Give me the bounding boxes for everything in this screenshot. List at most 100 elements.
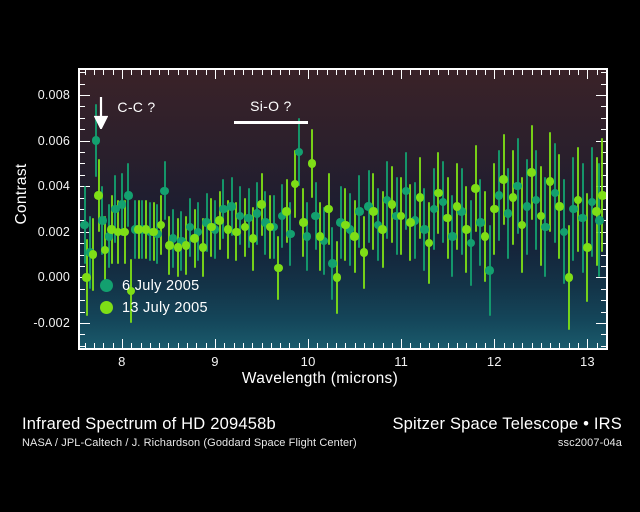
data-point (202, 218, 211, 227)
x-tick-top (447, 70, 449, 75)
x-tick-top (419, 70, 421, 75)
x-tick-top (187, 70, 189, 75)
x-tick (503, 343, 505, 348)
data-point (541, 222, 550, 232)
x-tick (559, 343, 561, 348)
data-point (104, 232, 114, 241)
y-tick-right (601, 72, 606, 74)
data-point (165, 241, 174, 250)
x-tick-top (270, 70, 272, 75)
data-point (82, 273, 91, 282)
y-tick (80, 288, 85, 290)
x-tick (587, 339, 589, 348)
cc-annotation-label: C-C ? (117, 98, 156, 115)
data-point (480, 232, 490, 241)
data-point (578, 213, 587, 223)
data-point (382, 195, 392, 205)
data-point (452, 202, 462, 211)
y-tick-right (596, 140, 606, 142)
data-point (286, 229, 295, 239)
y-tick-right (601, 265, 606, 267)
data-point (448, 232, 457, 241)
x-tick (289, 343, 291, 348)
y-tick-label: -0.002 (33, 315, 70, 330)
x-tick-top (317, 70, 319, 75)
sio-annotation-label: Si-O ? (250, 97, 292, 114)
x-tick (84, 343, 86, 348)
x-tick-top (466, 70, 468, 75)
data-point (248, 234, 258, 243)
y-tick-right (596, 186, 606, 188)
data-point (315, 232, 325, 241)
x-tick-top (159, 70, 161, 75)
y-tick-label: 0.006 (37, 133, 70, 148)
x-tick (159, 343, 161, 348)
data-point (244, 213, 253, 223)
x-tick-top (391, 70, 393, 75)
y-tick (80, 72, 85, 74)
x-tick-top (596, 70, 598, 75)
sio-span-bar (233, 120, 309, 124)
data-point (598, 191, 606, 200)
x-tick (103, 343, 105, 348)
x-tick-top (410, 70, 412, 75)
data-point (261, 218, 270, 227)
y-tick-right (601, 334, 606, 336)
data-point (207, 222, 216, 232)
legend-swatch-icon (100, 301, 113, 314)
x-tick (205, 343, 207, 348)
x-tick (270, 343, 272, 348)
legend-item: 6 July 2005 (100, 276, 208, 295)
data-point (471, 184, 480, 193)
x-tick-top (214, 70, 216, 79)
x-tick-top (559, 70, 561, 75)
y-tick-right (601, 288, 606, 290)
caption-left: Infrared Spectrum of HD 209458b NASA / J… (22, 415, 357, 449)
data-point (424, 238, 434, 248)
observatory-name: Spitzer Space Telescope • IRS (392, 415, 622, 433)
data-point (181, 241, 191, 250)
legend-item: 13 July 2005 (100, 298, 208, 317)
x-tick-top (550, 70, 552, 75)
data-point (396, 211, 406, 221)
x-tick (550, 343, 552, 348)
y-tick-right (601, 254, 606, 256)
data-point (328, 259, 337, 268)
x-tick-top (168, 70, 170, 75)
data-point (536, 211, 546, 221)
x-tick-top (224, 70, 226, 75)
y-tick-label: 0.008 (37, 88, 70, 103)
x-tick (354, 343, 356, 348)
y-tick-right (601, 129, 606, 131)
data-point (235, 211, 245, 221)
data-point (198, 243, 208, 252)
x-tick-top (289, 70, 291, 75)
y-tick (80, 106, 85, 108)
x-tick-top (298, 70, 300, 75)
data-point (485, 266, 494, 275)
data-point (274, 263, 283, 273)
legend: 6 July 2005 13 July 2005 (100, 276, 208, 320)
y-tick (80, 311, 85, 313)
data-point (345, 225, 355, 234)
y-tick-right (596, 277, 606, 279)
x-tick (177, 343, 179, 348)
data-point (438, 197, 448, 207)
data-point (355, 207, 364, 216)
y-tick-label: 0.000 (37, 270, 70, 285)
x-tick (140, 343, 142, 348)
data-point (410, 216, 420, 225)
x-tick (401, 339, 403, 348)
x-tick-top (252, 70, 254, 75)
data-point (555, 202, 564, 211)
data-point (100, 245, 110, 255)
x-tick (363, 343, 365, 348)
x-tick (475, 343, 477, 348)
data-point (583, 243, 592, 252)
x-tick-top (336, 70, 338, 75)
x-tick-top (494, 70, 496, 79)
data-point (94, 191, 103, 200)
data-point (499, 175, 508, 184)
x-tick-top (280, 70, 282, 75)
y-tick-label: 0.004 (37, 179, 70, 194)
